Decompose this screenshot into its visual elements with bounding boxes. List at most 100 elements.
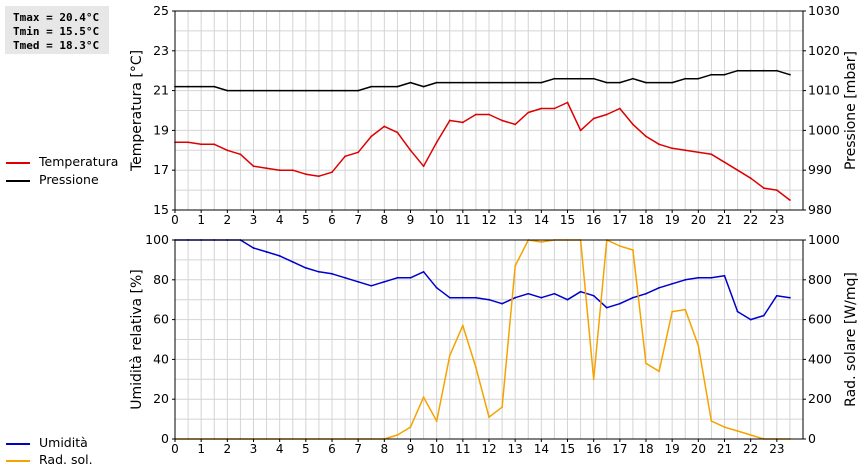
data-point-pressione xyxy=(435,81,438,84)
data-point-umidit- xyxy=(461,296,464,299)
data-point-temperatura xyxy=(697,151,700,154)
x-tick-label: 13 xyxy=(508,442,523,456)
x-tick-label: 1 xyxy=(197,442,205,456)
y2-tick-label: 200 xyxy=(808,391,832,406)
x-tick-label: 14 xyxy=(534,213,549,227)
data-point-umidit- xyxy=(304,266,307,269)
y-tick-label: 100 xyxy=(145,232,169,247)
series-line-temperatura xyxy=(175,101,791,201)
legend-label-umidita: Umidità xyxy=(39,435,88,450)
data-point-umidit- xyxy=(540,296,543,299)
data-point-temperatura xyxy=(239,153,242,156)
x-tick-label: 20 xyxy=(691,442,706,456)
data-point-temperatura xyxy=(200,143,203,146)
data-point-rad-sol- xyxy=(422,396,425,399)
data-point-pressione xyxy=(592,77,595,80)
legend-swatch-radsol xyxy=(6,460,30,462)
data-point-umidit- xyxy=(789,296,791,299)
data-point-rad-sol- xyxy=(723,426,726,428)
data-point-rad-sol- xyxy=(409,426,412,428)
x-tick-label: 2 xyxy=(224,442,232,456)
data-point-temperatura xyxy=(775,189,778,192)
y-tick-label: 40 xyxy=(153,351,169,366)
x-tick-label: 21 xyxy=(717,213,732,227)
data-point-umidit- xyxy=(514,296,517,299)
data-point-temperatura xyxy=(226,149,229,152)
legend-label-temperatura: Temperatura xyxy=(39,154,119,169)
data-point-temperatura xyxy=(291,169,294,172)
data-point-umidit- xyxy=(775,294,778,297)
series-line-umidit- xyxy=(175,239,791,321)
data-point-pressione xyxy=(671,81,674,84)
x-tick-label: 8 xyxy=(381,442,389,456)
x-tick-label: 3 xyxy=(250,213,258,227)
data-point-pressione xyxy=(645,81,647,84)
data-point-umidit- xyxy=(658,286,660,289)
x-tick-label: 0 xyxy=(171,213,179,227)
x-tick-label: 8 xyxy=(381,213,389,227)
tmax-text: Tmax = 20.4°C xyxy=(13,11,100,24)
data-point-pressione xyxy=(605,81,608,84)
x-tick-label: 22 xyxy=(743,213,758,227)
legend-swatch-umidita xyxy=(6,443,30,445)
data-point-umidit- xyxy=(383,280,386,283)
data-point-pressione xyxy=(396,85,399,88)
data-point-rad-sol- xyxy=(749,434,752,436)
data-point-pressione xyxy=(200,85,203,88)
data-point-rad-sol- xyxy=(461,324,464,327)
x-tick-label: 7 xyxy=(354,213,362,227)
data-point-temperatura xyxy=(684,149,687,152)
data-point-pressione xyxy=(304,89,307,92)
data-point-temperatura xyxy=(736,169,739,172)
data-point-umidit- xyxy=(605,306,608,309)
x-tick-label: 12 xyxy=(481,213,496,227)
data-point-pressione xyxy=(318,89,320,92)
data-point-temperatura xyxy=(461,121,464,124)
data-point-rad-sol- xyxy=(435,420,438,422)
chart-panel-temp-pressure: 0 1 2 3 4 5 6 7 8 9 10 11 12 13 14 15 16 17 18 19 20 21 22 2315… xyxy=(129,3,859,227)
data-point-umidit- xyxy=(671,282,674,285)
data-point-temperatura xyxy=(265,167,268,170)
data-point-rad-sol- xyxy=(632,249,634,251)
data-point-rad-sol- xyxy=(514,264,517,267)
y2-tick-label: 1020 xyxy=(808,43,840,58)
data-point-umidit- xyxy=(723,274,726,277)
x-tick-label: 9 xyxy=(407,213,415,227)
data-point-rad-sol- xyxy=(671,310,674,313)
data-point-pressione xyxy=(383,85,386,88)
data-point-umidit- xyxy=(370,284,373,287)
series-line-pressione xyxy=(175,69,791,92)
data-point-temperatura xyxy=(448,119,451,122)
data-point-umidit- xyxy=(357,280,360,283)
x-tick-label: 19 xyxy=(665,442,680,456)
y2-axis-title: Pressione [mbar] xyxy=(843,51,859,170)
x-tick-label: 15 xyxy=(560,442,575,456)
data-point-pressione xyxy=(553,77,556,80)
data-point-umidit- xyxy=(501,302,503,305)
data-point-pressione xyxy=(488,81,490,84)
x-tick-label: 13 xyxy=(508,213,523,227)
x-tick-label: 3 xyxy=(250,442,258,456)
data-point-umidit- xyxy=(278,255,281,257)
data-point-umidit- xyxy=(566,298,569,301)
y2-tick-label: 600 xyxy=(808,312,832,327)
x-tick-label: 9 xyxy=(407,442,415,456)
data-point-temperatura xyxy=(789,199,791,201)
data-point-rad-sol- xyxy=(396,434,399,436)
data-point-umidit- xyxy=(684,278,687,281)
x-tick-label: 15 xyxy=(560,213,575,227)
data-point-pressione xyxy=(331,89,333,92)
data-point-umidit- xyxy=(409,276,412,279)
x-tick-label: 18 xyxy=(638,213,653,227)
data-point-pressione xyxy=(213,85,216,88)
data-point-temperatura xyxy=(488,113,490,116)
x-tick-label: 23 xyxy=(769,442,784,456)
y-tick-label: 15 xyxy=(153,202,169,217)
y2-tick-label: 800 xyxy=(808,272,832,287)
data-point-umidit- xyxy=(318,270,320,273)
data-point-temperatura xyxy=(540,107,543,110)
data-point-rad-sol- xyxy=(697,344,700,347)
data-point-umidit- xyxy=(762,314,765,317)
data-point-pressione xyxy=(710,73,713,76)
x-tick-label: 5 xyxy=(302,442,310,456)
